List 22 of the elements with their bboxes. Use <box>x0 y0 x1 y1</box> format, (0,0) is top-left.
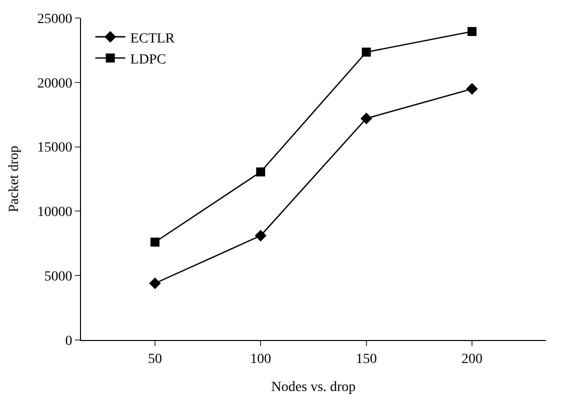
y-tick-label: 0 <box>65 334 72 349</box>
legend-label: ECTLR <box>130 31 176 46</box>
point <box>256 167 266 176</box>
y-axis-title: Packet drop <box>6 146 22 212</box>
point <box>466 82 478 95</box>
x-tick-label: 200 <box>462 352 483 367</box>
point <box>254 230 267 242</box>
x-tick-label: 150 <box>356 352 377 367</box>
point <box>362 48 371 57</box>
y-tick-label: 25000 <box>37 12 72 27</box>
point <box>468 27 477 36</box>
point <box>150 238 160 247</box>
y-tick-label: 20000 <box>37 76 72 92</box>
x-tick-label: 100 <box>250 352 272 367</box>
y-tick-label: 5000 <box>44 270 72 284</box>
y-tick-label: 15000 <box>37 140 72 156</box>
legend-label: LDPC <box>130 52 166 68</box>
x-tick-label: 50 <box>148 352 162 367</box>
point <box>360 112 372 124</box>
x-axis-title: Nodes vs. drop <box>271 380 356 396</box>
y-tick-label: 10000 <box>37 205 72 220</box>
point <box>149 277 161 290</box>
